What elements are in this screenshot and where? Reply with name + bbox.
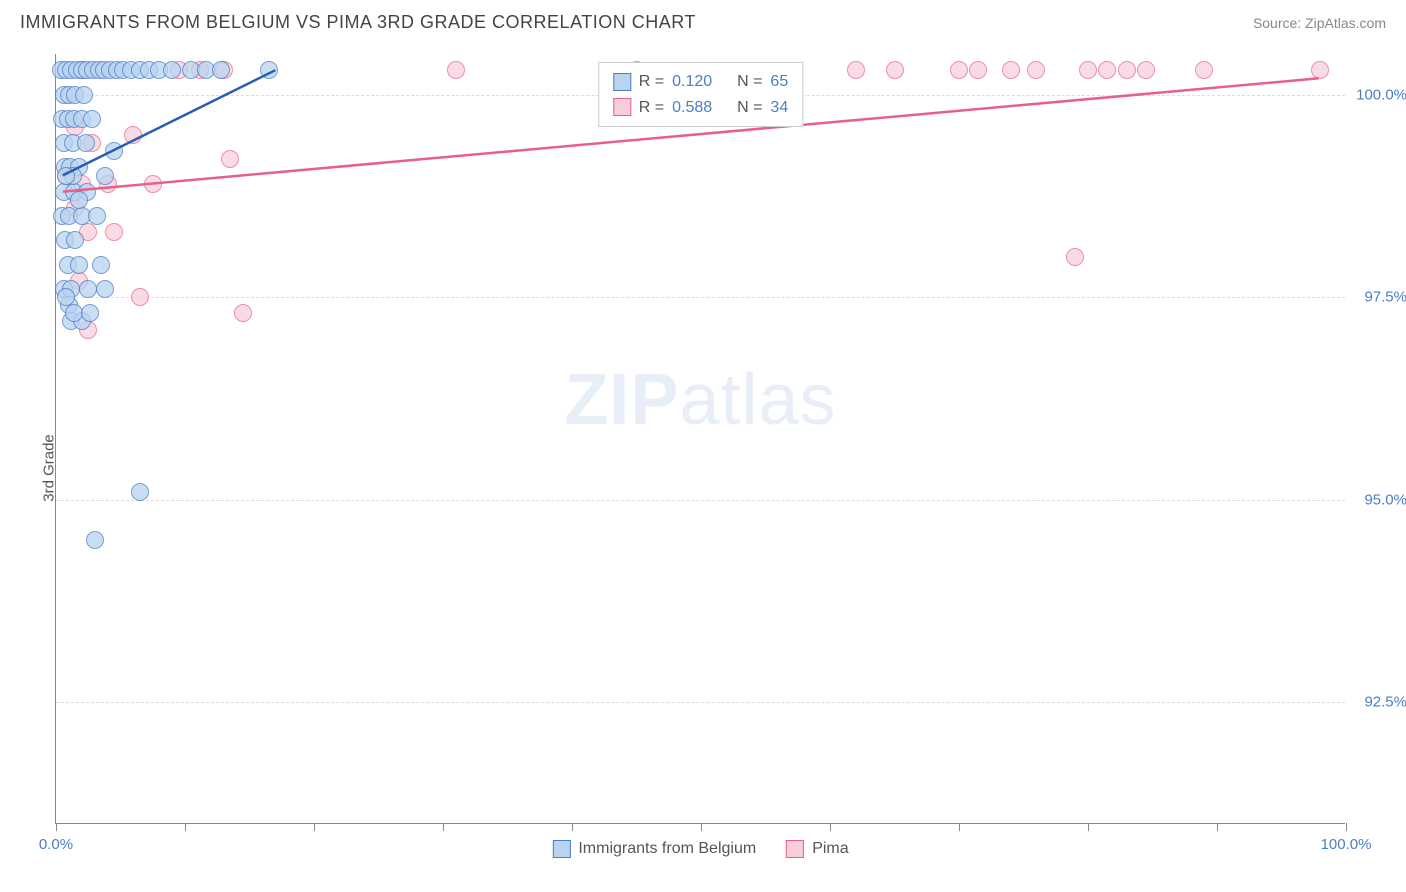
r-label-1: R =	[639, 95, 664, 121]
scatter-point	[96, 167, 114, 185]
source-name: ZipAtlas.com	[1305, 15, 1386, 31]
scatter-point	[163, 61, 181, 79]
n-value-1: 34	[770, 95, 788, 121]
scatter-point	[83, 110, 101, 128]
x-tick	[1217, 823, 1218, 831]
scatter-point	[124, 126, 142, 144]
scatter-point	[75, 86, 93, 104]
y-tick-label: 95.0%	[1352, 491, 1406, 508]
trend-lines	[56, 54, 1345, 823]
scatter-point	[86, 531, 104, 549]
scatter-point	[79, 280, 97, 298]
swatch-series-1	[613, 98, 631, 116]
scatter-point	[886, 61, 904, 79]
scatter-point	[1002, 61, 1020, 79]
watermark: ZIPatlas	[564, 359, 836, 441]
y-tick-label: 100.0%	[1352, 86, 1406, 103]
n-label-0: N =	[737, 69, 762, 95]
scatter-point	[212, 61, 230, 79]
y-tick-label: 92.5%	[1352, 694, 1406, 711]
correlation-row-1: R = 0.588 N = 34	[613, 95, 788, 121]
legend-swatch-1	[786, 840, 804, 858]
chart-header: IMMIGRANTS FROM BELGIUM VS PIMA 3RD GRAD…	[0, 0, 1406, 41]
scatter-point	[57, 167, 75, 185]
x-tick	[185, 823, 186, 831]
y-tick-label: 97.5%	[1352, 289, 1406, 306]
scatter-point	[96, 280, 114, 298]
plot-area: ZIPatlas R = 0.120 N = 65 R = 0.588 N = …	[55, 54, 1345, 824]
r-value-1: 0.588	[672, 95, 712, 121]
legend-item-1: Pima	[786, 840, 848, 858]
scatter-point	[950, 61, 968, 79]
source-attribution: Source: ZipAtlas.com	[1253, 15, 1386, 31]
x-tick	[56, 823, 57, 831]
scatter-point	[131, 288, 149, 306]
x-tick	[443, 823, 444, 831]
scatter-point	[1311, 61, 1329, 79]
scatter-point	[847, 61, 865, 79]
grid-line-y	[56, 702, 1345, 703]
scatter-point	[1195, 61, 1213, 79]
scatter-point	[1137, 61, 1155, 79]
grid-line-y	[56, 297, 1345, 298]
legend-item-0: Immigrants from Belgium	[552, 840, 756, 858]
swatch-series-0	[613, 73, 631, 91]
scatter-point	[70, 256, 88, 274]
scatter-point	[1066, 248, 1084, 266]
scatter-point	[1079, 61, 1097, 79]
scatter-point	[221, 150, 239, 168]
scatter-point	[92, 256, 110, 274]
x-tick-label: 100.0%	[1321, 836, 1372, 853]
chart-container: 3rd Grade ZIPatlas R = 0.120 N = 65 R = …	[20, 48, 1390, 888]
x-tick	[701, 823, 702, 831]
source-label: Source:	[1253, 15, 1305, 31]
scatter-point	[260, 61, 278, 79]
legend-swatch-0	[552, 840, 570, 858]
grid-line-y	[56, 500, 1345, 501]
x-tick	[314, 823, 315, 831]
legend-label-1: Pima	[812, 840, 848, 858]
series-legend: Immigrants from Belgium Pima	[552, 840, 848, 858]
chart-title: IMMIGRANTS FROM BELGIUM VS PIMA 3RD GRAD…	[20, 12, 696, 33]
scatter-point	[70, 191, 88, 209]
x-tick	[572, 823, 573, 831]
x-tick	[1346, 823, 1347, 831]
n-label-1: N =	[737, 95, 762, 121]
x-tick	[959, 823, 960, 831]
scatter-point	[144, 175, 162, 193]
r-value-0: 0.120	[672, 69, 712, 95]
x-tick-label: 0.0%	[39, 836, 73, 853]
correlation-row-0: R = 0.120 N = 65	[613, 69, 788, 95]
scatter-point	[105, 223, 123, 241]
scatter-point	[66, 231, 84, 249]
scatter-point	[969, 61, 987, 79]
scatter-point	[88, 207, 106, 225]
r-label-0: R =	[639, 69, 664, 95]
x-tick	[830, 823, 831, 831]
scatter-point	[234, 304, 252, 322]
scatter-point	[77, 134, 95, 152]
scatter-point	[1098, 61, 1116, 79]
n-value-0: 65	[770, 69, 788, 95]
watermark-bold: ZIP	[564, 360, 679, 440]
scatter-point	[131, 483, 149, 501]
scatter-point	[105, 142, 123, 160]
scatter-point	[1027, 61, 1045, 79]
watermark-light: atlas	[679, 360, 836, 440]
scatter-point	[1118, 61, 1136, 79]
scatter-point	[447, 61, 465, 79]
legend-label-0: Immigrants from Belgium	[578, 840, 756, 858]
correlation-legend: R = 0.120 N = 65 R = 0.588 N = 34	[598, 62, 803, 127]
scatter-point	[81, 304, 99, 322]
x-tick	[1088, 823, 1089, 831]
